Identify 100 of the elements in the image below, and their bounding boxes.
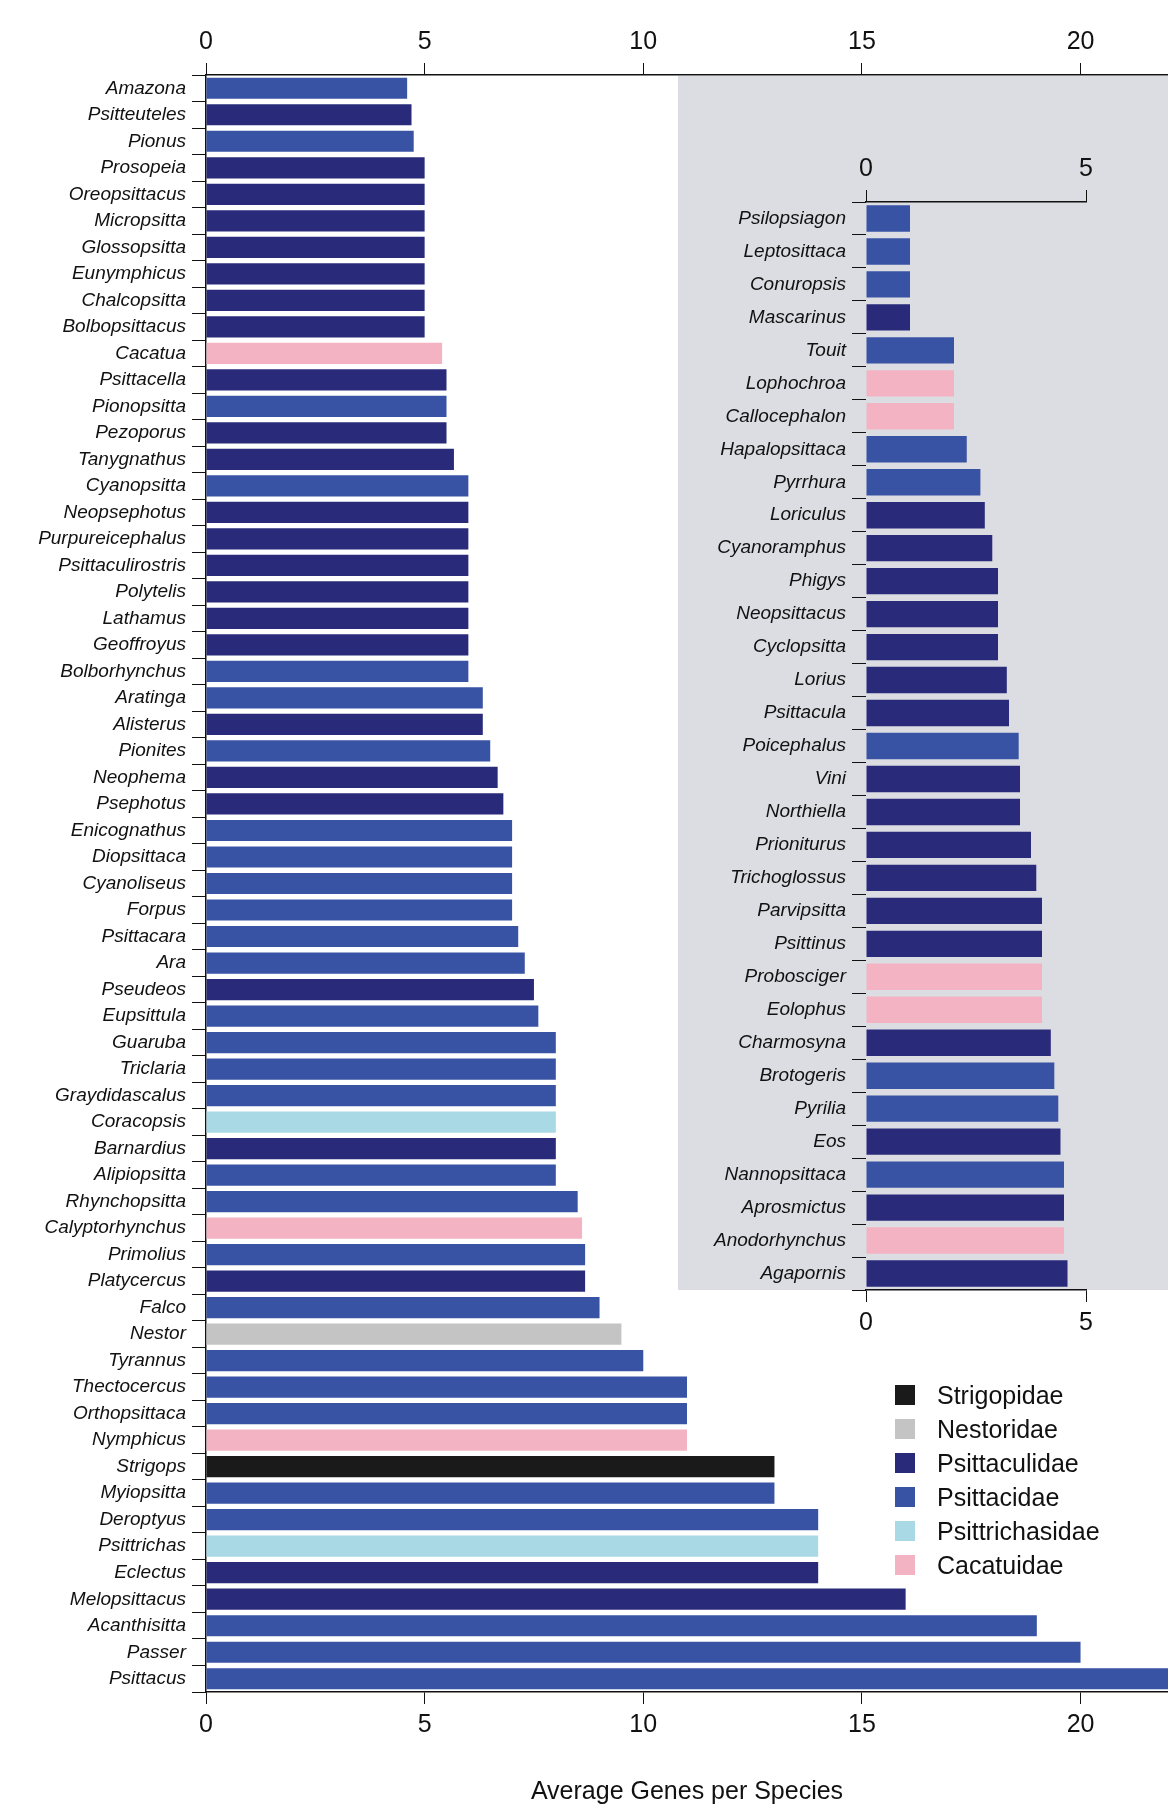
bar: [866, 1161, 1064, 1188]
x2-tick-label: 20: [1066, 25, 1095, 54]
y-tick-label: Purpureicephalus: [38, 527, 187, 549]
bar: [866, 930, 1042, 958]
y-tick-label: Callocephalon: [725, 404, 846, 426]
bar: [206, 422, 447, 444]
y-tick-label: Psittaculirostris: [58, 553, 187, 575]
y-tick-label: Micropsitta: [94, 209, 186, 231]
bar: [866, 765, 1020, 793]
y-tick-label: Eupsittula: [102, 1004, 186, 1026]
bar: [206, 1217, 583, 1239]
y-tick-label: Thectocercus: [71, 1375, 187, 1397]
bar: [206, 607, 469, 630]
y-tick-label: Pyrilia: [794, 1096, 846, 1118]
y-tick-label: Parvipsitta: [757, 899, 846, 921]
y-tick-label: Touit: [805, 338, 847, 360]
bar: [866, 502, 985, 529]
bar: [866, 1029, 1051, 1056]
bar: [206, 1562, 819, 1584]
y-tick-label: Conuropsis: [749, 272, 847, 294]
bar: [866, 864, 1037, 892]
x-axis-title: Average Genes per Species: [530, 1775, 844, 1804]
y-tick-label: Northiella: [765, 800, 846, 822]
bar: [866, 304, 910, 331]
y-tick-label: Psittacara: [101, 924, 186, 946]
bar: [206, 1429, 687, 1451]
y-tick-label: Oreopsittacus: [68, 182, 187, 204]
y-tick-label: Anodorhynchus: [712, 1228, 847, 1250]
y-tick-label: Eunymphicus: [71, 262, 187, 284]
y-tick-label: Cacatua: [115, 341, 186, 363]
bar: [206, 766, 498, 789]
y-tick-label: Nannopsittaca: [724, 1162, 846, 1184]
y-tick-label: Aratinga: [114, 686, 186, 708]
bar: [866, 633, 998, 661]
y-tick-label: Passer: [126, 1640, 187, 1662]
bar: [206, 316, 425, 338]
y-tick-label: Myiopsitta: [100, 1481, 186, 1503]
y-tick-label: Falco: [139, 1295, 186, 1317]
bar: [866, 798, 1020, 826]
bar: [206, 448, 454, 470]
bar: [866, 370, 954, 397]
y-tick-label: Bolborhynchus: [60, 659, 187, 681]
y-tick-label: Enicognathus: [70, 818, 187, 840]
bar: [206, 740, 491, 762]
y-tick-label: Calyptorhynchus: [44, 1216, 187, 1238]
bar: [866, 897, 1042, 925]
y-tick-label: Psittacula: [763, 701, 846, 723]
x2-tick-label: 5: [417, 25, 432, 54]
y-tick-label: Psephotus: [96, 792, 187, 814]
bar: [866, 996, 1042, 1023]
legend-label: Nestoridae: [937, 1414, 1058, 1444]
y-tick-label: Platycercus: [87, 1269, 187, 1291]
x-tick-label: 10: [629, 1708, 658, 1737]
y-tick-label: Prioniturus: [755, 833, 847, 855]
y-tick-label: Guaruba: [112, 1030, 186, 1052]
bar: [866, 666, 1007, 694]
bar: [206, 793, 504, 815]
bar: [206, 1641, 1081, 1663]
y-tick-label: Poicephalus: [742, 734, 847, 756]
y-tick-label: Psittinus: [774, 932, 847, 954]
bar: [206, 130, 414, 152]
y-tick-label: Neopsittacus: [736, 602, 847, 624]
bar: [206, 1403, 687, 1425]
y-tick-label: Loriculus: [769, 503, 847, 525]
bar: [206, 1190, 578, 1213]
y-tick-label: Cyanoramphus: [717, 536, 847, 558]
bar: [866, 1227, 1064, 1254]
y-tick-label: Psittacella: [99, 368, 186, 390]
y-tick-label: Eolophus: [766, 998, 847, 1020]
y-tick-label: Pionopsitta: [91, 394, 186, 416]
bar: [866, 699, 1009, 727]
y-tick-label: Cyclopsitta: [753, 635, 846, 657]
bar: [206, 369, 447, 391]
y-tick-label: Leptosittaca: [743, 239, 846, 261]
y-tick-label: Prosopeia: [100, 156, 186, 178]
bar: [206, 342, 443, 364]
bar: [206, 819, 513, 842]
y-tick-label: Acanthisitta: [86, 1614, 186, 1636]
bar: [866, 732, 1019, 760]
x2-tick-label: 5: [1079, 152, 1093, 181]
y-tick-label: Strigops: [116, 1454, 187, 1476]
bar: [206, 660, 469, 683]
bar: [206, 1111, 556, 1133]
bar: [206, 1376, 687, 1398]
bar: [206, 1005, 539, 1027]
y-tick-label: Nymphicus: [92, 1428, 187, 1450]
bar: [206, 236, 425, 258]
y-tick-label: Pyrrhura: [773, 470, 846, 492]
bar: [206, 1270, 586, 1292]
bar: [866, 238, 910, 265]
bar: [866, 963, 1042, 990]
y-tick-label: Lathamus: [102, 606, 187, 628]
y-tick-label: Cyanoliseus: [82, 871, 187, 893]
bar: [866, 1260, 1068, 1287]
bar: [206, 157, 425, 179]
x-tick-label: 5: [417, 1708, 432, 1737]
bar: [206, 1164, 556, 1186]
bar: [206, 899, 513, 921]
bar: [206, 1323, 622, 1345]
bar: [866, 600, 998, 628]
